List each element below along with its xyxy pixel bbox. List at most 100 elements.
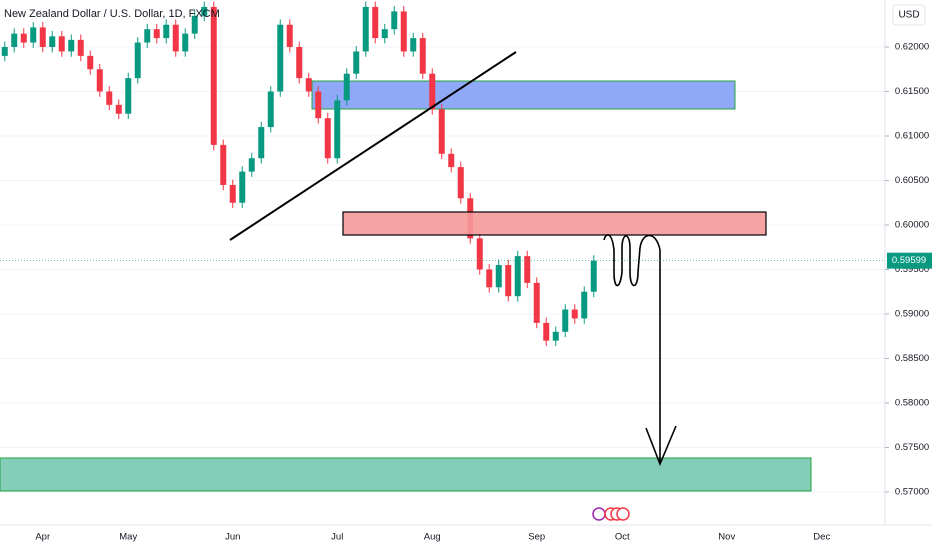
x-tick-label: May (119, 532, 137, 543)
candle-body (163, 24, 170, 39)
candle-body (381, 29, 388, 39)
candle-body (248, 158, 255, 172)
candle-body (324, 118, 331, 159)
candle-body (239, 171, 246, 203)
candle-body (410, 38, 417, 52)
candle-body (229, 184, 236, 203)
candle-body (39, 27, 46, 47)
candle-body (58, 36, 65, 52)
candle-body (505, 265, 512, 297)
candle-body (457, 167, 464, 199)
candle-body (448, 153, 455, 168)
candle-body (562, 309, 569, 332)
candle-body (68, 39, 75, 52)
candle-body (144, 29, 151, 43)
last-price-tag (887, 252, 932, 269)
candle-body (153, 29, 160, 39)
event-icons (592, 507, 630, 521)
x-tick-label: Nov (718, 532, 735, 543)
candle-body (315, 91, 322, 119)
candle-body (20, 33, 27, 43)
trend-line (229, 51, 517, 241)
zones (0, 80, 812, 492)
candle-body (590, 260, 597, 292)
y-tick-label: 0.57500 (895, 442, 929, 453)
candle-body (438, 109, 445, 154)
candle-body (571, 309, 578, 319)
x-tick-label: Dec (813, 532, 830, 543)
candle-body (49, 36, 56, 47)
candle-body (514, 256, 521, 297)
candle-body (258, 127, 265, 159)
candle-body (305, 78, 312, 92)
candle-body (334, 100, 341, 159)
candle-body (533, 282, 540, 323)
candle-body (191, 15, 198, 34)
y-tick-label: 0.60500 (895, 175, 929, 186)
candle-body (277, 24, 284, 92)
candle-body (486, 269, 493, 288)
supply-zone (311, 80, 736, 110)
candle-body (286, 24, 293, 47)
y-tick-label: 0.57000 (895, 486, 929, 497)
candle-body (581, 291, 588, 319)
x-tick-label: Oct (615, 532, 630, 543)
candle-body (1, 46, 8, 56)
y-tick-label: 0.61000 (895, 131, 929, 142)
candle-body (400, 11, 407, 52)
y-tick-label: 0.61500 (895, 86, 929, 97)
y-tick-label: 0.59500 (895, 264, 929, 275)
candle-body (362, 6, 369, 52)
resistance-zone (342, 211, 767, 236)
candle-body (220, 144, 227, 185)
candle-body (77, 39, 84, 56)
candle-body (372, 6, 379, 39)
x-tick-label: Apr (35, 532, 50, 543)
candle-body (201, 6, 208, 16)
candle-body (524, 256, 531, 283)
candle-body (30, 27, 37, 43)
candle-body (343, 73, 350, 101)
candle-body (391, 11, 398, 30)
y-tick-label: 0.58000 (895, 397, 929, 408)
candle-body (429, 73, 436, 110)
candle-body (115, 104, 122, 114)
candle-body (96, 69, 103, 92)
y-tick-label: 0.58500 (895, 353, 929, 364)
candle-body (419, 38, 426, 74)
candle-body (87, 55, 94, 70)
candle-body (125, 78, 132, 114)
candle-body (11, 33, 18, 47)
candle-body (353, 51, 360, 74)
y-tick-label: 0.59000 (895, 309, 929, 320)
candle-body (106, 91, 113, 105)
candle-body (182, 33, 189, 52)
symbol-title: New Zealand Dollar / U.S. Dollar, 1D, FX… (4, 8, 220, 20)
x-tick-label: Aug (424, 532, 441, 543)
event-icon (592, 507, 606, 521)
target-zone (0, 457, 812, 492)
currency-label[interactable]: USD (898, 10, 919, 21)
currency-button[interactable] (892, 4, 926, 26)
candle-body (552, 331, 559, 341)
x-tick-label: Jun (225, 532, 240, 543)
y-tick-label: 0.62000 (895, 42, 929, 53)
x-tick-label: Jul (331, 532, 343, 543)
candle-body (476, 238, 483, 270)
candle-body (543, 322, 550, 341)
candle-body (210, 6, 217, 145)
candle-body (296, 46, 303, 79)
y-tick-label: 0.60000 (895, 220, 929, 231)
projection-path (603, 234, 661, 462)
event-icon (616, 507, 630, 521)
candle-body (267, 91, 274, 128)
drawings (229, 51, 767, 467)
last-price-label: 0.59599 (892, 255, 926, 266)
x-tick-label: Sep (528, 532, 545, 543)
candle-body (134, 42, 141, 79)
candle-body (172, 24, 179, 52)
arrow-head (645, 425, 677, 467)
candle-body (495, 265, 502, 288)
